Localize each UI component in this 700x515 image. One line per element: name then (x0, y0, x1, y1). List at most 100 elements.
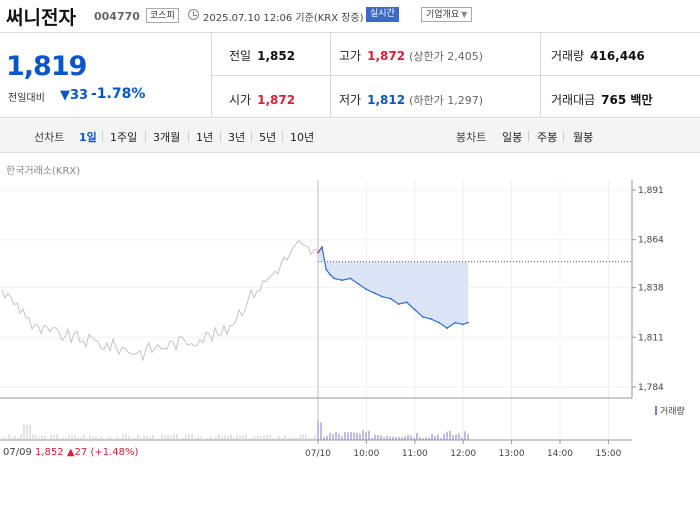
stat-label: 고가 (339, 49, 362, 63)
stat-label: 거래량 (551, 49, 585, 63)
chart-toolbar: 선차트 1일 1주일 3개월 1년 3년 5년 10년 봉차트 일봉 주봉 월봉 (0, 119, 700, 153)
series-point (321, 246, 323, 249)
series-point (317, 251, 319, 254)
series-point (454, 321, 456, 324)
series-point (341, 279, 344, 282)
candle-daily[interactable]: 일봉 (502, 131, 523, 144)
x-tick-label: 10:00 (353, 449, 379, 459)
stat-value: 1,872 (367, 49, 406, 63)
volume-bars (2, 420, 469, 440)
series-point (365, 288, 368, 291)
period-10y[interactable]: 10년 (290, 131, 315, 144)
y-tick-label: 1,891 (638, 186, 664, 196)
stat-volume: 거래량 416,446 (551, 47, 645, 64)
market-badge: 코스피 (146, 8, 179, 23)
series-point (462, 323, 465, 326)
series-point (329, 273, 331, 276)
change-area (318, 247, 468, 329)
period-1w[interactable]: 1주일 (110, 131, 138, 144)
company-info-label: 기업개요 (426, 10, 460, 20)
stat-label: 시가 (229, 93, 252, 107)
series-point (389, 297, 392, 300)
series-point (467, 321, 469, 324)
stat-low: 저가 1,812 (하한가 1,297) (339, 91, 483, 108)
stat-open: 시가 1,872 (229, 91, 295, 108)
divider (528, 131, 529, 142)
prev-day-summary: 07/09 1,852 ▲27 (+1.48%) (3, 447, 138, 458)
series-point (381, 295, 384, 298)
y-tick-label: 1,811 (638, 333, 664, 343)
prev-day-line (1, 239, 318, 362)
series-point (405, 301, 408, 304)
stock-name: 써니전자 (6, 7, 76, 29)
x-tick-label: 12:00 (450, 449, 476, 459)
change-label: 전일대비 (8, 93, 45, 104)
stock-code: 004770 (94, 10, 140, 23)
quote-datetime: 2025.07.10 12:06 기준(KRX 장중) (203, 13, 364, 24)
period-1y[interactable]: 1년 (196, 131, 214, 144)
divider (145, 131, 146, 142)
y-tick-label: 1,784 (638, 383, 664, 393)
series-point (438, 321, 440, 324)
x-tick-label: 07/10 (305, 449, 331, 459)
divider (102, 131, 103, 142)
stat-label: 거래대금 (551, 93, 596, 107)
divider (563, 131, 564, 142)
period-3m[interactable]: 3개월 (153, 131, 181, 144)
stat-value: 1,812 (367, 93, 406, 107)
stat-label: 전일 (229, 49, 252, 63)
volume-legend-icon (655, 406, 657, 415)
stat-label: 저가 (339, 93, 362, 107)
change-percent: -1.78% (91, 86, 146, 102)
series-point (413, 308, 416, 311)
candle-monthly[interactable]: 월봉 (573, 131, 594, 144)
change-amount: 33 (70, 88, 89, 103)
stat-value: 1,872 (257, 93, 296, 107)
stat-value: 1,852 (257, 49, 296, 63)
lower-limit: (하한가 1,297) (409, 94, 483, 107)
divider (211, 75, 700, 76)
volume-legend: 거래량 (655, 404, 685, 417)
stat-high: 고가 1,872 (상한가 2,405) (339, 47, 483, 64)
stock-header: 써니전자 004770 코스피 2025.07.10 12:06 기준(KRX … (0, 0, 700, 33)
y-tick-label: 1,864 (638, 236, 664, 246)
series-point (397, 303, 400, 305)
x-tick-label: 14:00 (547, 449, 573, 459)
candle-chart-label: 봉차트 (456, 131, 487, 144)
company-info-dropdown[interactable]: 기업개요 ▼ (421, 7, 473, 22)
y-axis: 1,891 1,864 1,838 1,811 1,784 (631, 180, 664, 398)
y-tick-label: 1,838 (638, 284, 664, 294)
chart-grid (0, 180, 632, 440)
series-points (317, 246, 469, 329)
x-tick-label: 13:00 (499, 449, 525, 459)
series-point (430, 318, 432, 320)
period-1d[interactable]: 1일 (79, 131, 97, 144)
prev-day-date: 07/09 (3, 447, 32, 458)
divider (220, 131, 221, 142)
line-chart-label: 선차트 (34, 131, 65, 144)
clock-icon (188, 9, 199, 20)
series-point (373, 292, 376, 294)
volume-legend-label: 거래량 (660, 407, 685, 417)
divider (188, 131, 189, 142)
stat-value: 765 백만 (601, 93, 653, 107)
series-point (333, 277, 335, 280)
prev-day-close: 1,852 (35, 447, 64, 458)
data-source: 한국거래소(KRX) (6, 166, 81, 177)
price-panel: 1,819 전일대비 ▼33 -1.78% 전일 1,852 고가 1,872 (상한… (0, 33, 700, 118)
prev-day-change: ▲27 (+1.48%) (66, 447, 139, 458)
down-arrow-icon: ▼ (60, 88, 70, 103)
upper-limit: (상한가 2,405) (409, 50, 483, 63)
series-point (325, 268, 327, 271)
x-tick-label: 15:00 (595, 449, 621, 459)
series-point (349, 277, 352, 280)
period-5y[interactable]: 5년 (259, 131, 277, 144)
series-point (357, 283, 360, 285)
price-change: ▼33 (60, 88, 88, 103)
period-3y[interactable]: 3년 (228, 131, 246, 144)
current-price: 1,819 (6, 51, 87, 82)
realtime-button[interactable]: 실시간 (366, 7, 399, 22)
series-point (422, 316, 424, 318)
candle-weekly[interactable]: 주봉 (537, 131, 558, 144)
